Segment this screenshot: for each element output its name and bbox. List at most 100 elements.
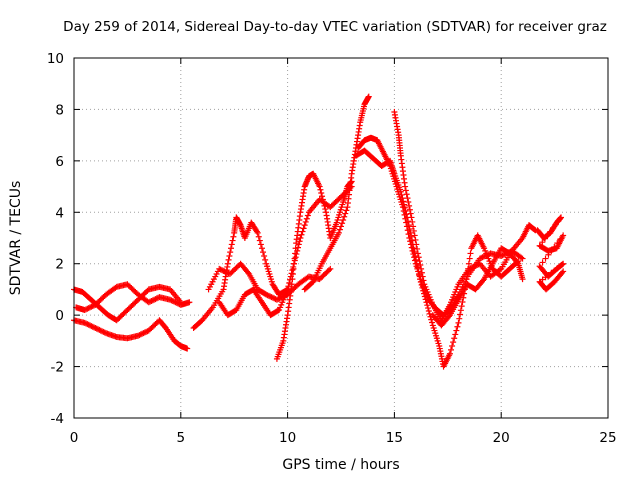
data-point <box>325 267 332 274</box>
series-track-3 <box>73 281 193 313</box>
data-point <box>151 296 158 303</box>
x-tick-label: 25 <box>599 430 616 446</box>
data-point <box>318 190 325 196</box>
data-point <box>153 295 160 302</box>
data-point <box>317 186 324 193</box>
data-point <box>400 198 407 205</box>
x-tick-label: 20 <box>493 430 510 446</box>
data-point <box>554 240 561 247</box>
data-point <box>457 311 464 318</box>
data-point <box>147 298 154 305</box>
data-point <box>407 210 414 217</box>
data-point <box>268 294 275 301</box>
data-point <box>288 281 295 288</box>
data-point <box>289 276 296 283</box>
data-point <box>496 266 503 273</box>
data-point <box>476 255 483 262</box>
data-point <box>81 307 88 313</box>
data-point <box>220 267 227 274</box>
data-point <box>408 214 415 221</box>
series-track-10 <box>352 147 522 370</box>
data-point <box>135 332 142 339</box>
data-point <box>402 183 409 190</box>
data-point <box>228 241 235 248</box>
data-point <box>92 325 99 331</box>
data-point <box>420 287 427 294</box>
data-point <box>93 325 100 332</box>
data-point <box>85 321 92 328</box>
data-point <box>136 332 143 339</box>
data-point <box>407 229 414 236</box>
data-point <box>479 254 486 261</box>
data-point <box>403 211 410 218</box>
data-point <box>319 193 326 200</box>
data-point <box>304 212 311 219</box>
data-point <box>83 320 90 327</box>
data-point <box>288 270 295 277</box>
data-point <box>416 258 423 265</box>
data-point <box>418 269 425 276</box>
data-point <box>545 251 552 258</box>
data-point <box>258 245 265 252</box>
data-point <box>338 223 344 230</box>
data-point <box>428 316 435 323</box>
data-point <box>518 254 525 261</box>
data-point <box>542 255 549 262</box>
data-point <box>410 223 417 230</box>
data-point <box>295 241 302 248</box>
data-point <box>309 279 316 286</box>
data-point <box>91 324 98 331</box>
data-point <box>216 265 223 272</box>
data-point <box>405 222 412 229</box>
data-point <box>406 206 413 213</box>
data-point <box>226 253 233 259</box>
data-point <box>409 218 416 225</box>
x-tick-label: 0 <box>70 430 79 446</box>
data-point <box>224 260 231 267</box>
data-point <box>302 218 309 225</box>
data-point <box>88 303 95 310</box>
data-point <box>549 225 556 232</box>
data-point <box>261 253 268 259</box>
data-point <box>414 250 421 257</box>
data-point <box>273 296 280 303</box>
data-point <box>405 218 412 225</box>
data-point <box>466 255 473 262</box>
data-point <box>81 319 88 326</box>
data-point <box>555 217 562 224</box>
data-point <box>100 328 107 335</box>
y-tick-label: 10 <box>47 51 64 67</box>
data-point <box>256 237 263 244</box>
data-point <box>286 280 293 286</box>
data-point <box>262 256 269 263</box>
data-point <box>519 276 526 283</box>
data-point <box>253 228 260 235</box>
data-point <box>423 299 430 306</box>
data-point <box>227 249 234 256</box>
data-point <box>557 236 564 243</box>
data-point <box>467 265 474 272</box>
data-point <box>221 268 228 275</box>
data-point <box>275 296 282 303</box>
data-point <box>450 339 457 346</box>
data-point <box>300 225 307 232</box>
data-point <box>319 196 326 203</box>
data-point <box>499 252 506 259</box>
data-point <box>547 228 554 235</box>
y-tick-label: 8 <box>55 102 64 118</box>
data-point <box>420 277 427 284</box>
data-point <box>551 244 558 250</box>
data-point <box>148 298 155 304</box>
data-point <box>456 315 463 322</box>
data-point <box>418 265 425 272</box>
data-point <box>292 245 299 252</box>
data-point <box>409 237 416 244</box>
series-track-7 <box>273 170 355 362</box>
data-point <box>260 249 267 256</box>
data-point <box>257 241 264 248</box>
data-point <box>421 293 428 300</box>
data-point <box>401 204 408 211</box>
data-point <box>397 188 404 195</box>
data-point <box>85 305 92 312</box>
